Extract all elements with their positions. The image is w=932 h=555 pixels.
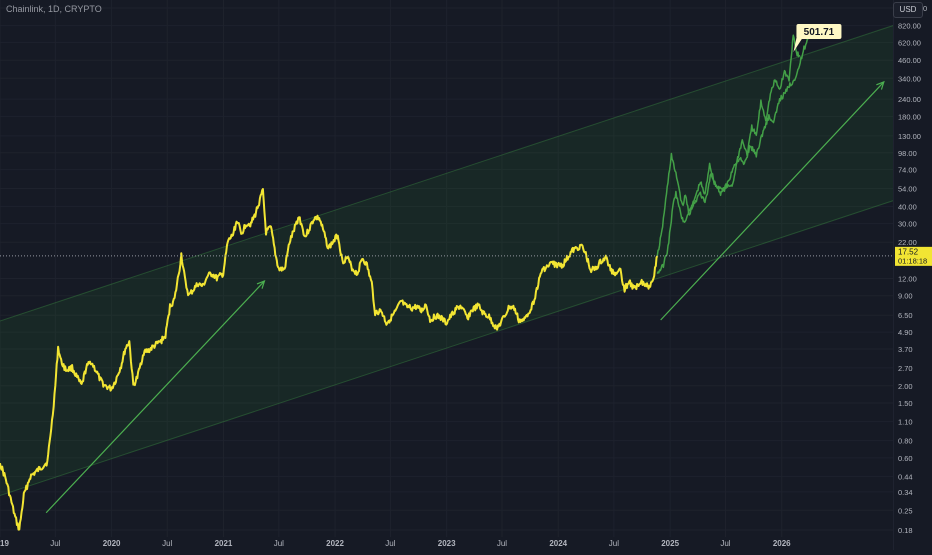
x-tick-label: Jul [162,539,172,548]
price-series-line [656,36,810,275]
trend-arrow [660,80,885,321]
price-series-line [0,188,659,531]
x-tick-label: Jul [497,539,507,548]
y-tick-label: 0.44 [898,472,913,481]
x-tick-label: Jul [274,539,284,548]
trend-arrow-shaft [45,280,265,514]
y-tick-label: 0.25 [898,506,913,515]
y-tick-label: 180.00 [898,112,921,121]
y-tick-label: 0.18 [898,526,913,535]
x-tick-label: 2025 [661,539,679,548]
channel-lower-line [0,200,894,496]
target-callout-box [796,24,842,40]
y-tick-label: 98.00 [898,149,917,158]
y-tick-label: 1.10 [898,418,913,427]
y-tick-label: 130.00 [898,132,921,141]
y-tick-label: 54.00 [898,184,917,193]
current-price-value: 17.52 [898,247,919,256]
y-tick-label: 30.00 [898,220,917,229]
target-callout-pointer [793,38,803,53]
y-tick-label: 9.00 [898,292,913,301]
current-price-countdown: 01:18:18 [898,256,927,265]
y-tick-label: 620.00 [898,38,921,47]
trend-arrow-head [876,80,885,90]
x-tick-label: 2024 [549,539,567,548]
channel-upper-line [0,25,894,322]
x-tick-label: 2026 [773,539,791,548]
x-tick-label: Jul [720,539,730,548]
y-tick-label: 3.70 [898,345,913,354]
y-tick-label: 340.00 [898,74,921,83]
x-tick-label: Jul [385,539,395,548]
trend-arrow [45,280,266,514]
trend-arrow-shaft [660,81,885,321]
y-tick-label: 0.80 [898,437,913,446]
y-tick-label: 22.00 [898,238,917,247]
target-price-label: 501.71 [804,27,835,38]
y-tick-label: 2.00 [898,382,913,391]
y-tick-label: 0.60 [898,454,913,463]
x-tick-label: Jul [50,539,60,548]
y-tick-label: 2.70 [898,364,913,373]
x-tick-label: 2020 [103,539,121,548]
growth-channel [0,25,893,496]
y-tick-label: 460.00 [898,56,921,65]
y-tick-label: 12.00 [898,275,917,284]
x-tick-label: 2022 [326,539,344,548]
y-tick-label: 40.00 [898,202,917,211]
trend-arrow-head [256,280,266,289]
y-tick-label: 4.90 [898,328,913,337]
x-tick-label: 2023 [438,539,456,548]
y-tick-label: 1.50 [898,399,913,408]
chart-title: Chainlink, 1D, CRYPTO [6,4,102,14]
x-tick-label: 2021 [215,539,233,548]
x-tick-label: Jul [609,539,619,548]
currency-button[interactable]: USD [893,2,923,18]
y-tick-label: 74.00 [898,166,917,175]
price-axis-divider [893,0,894,550]
price-series-line [656,34,801,257]
current-price-badge [895,246,932,266]
y-tick-label: 0.34 [898,488,913,497]
y-tick-label: 820.00 [898,22,921,31]
y-tick-label: 6.50 [898,311,913,320]
y-tick-label: 240.00 [898,95,921,104]
x-tick-label: 2019 [0,539,9,548]
